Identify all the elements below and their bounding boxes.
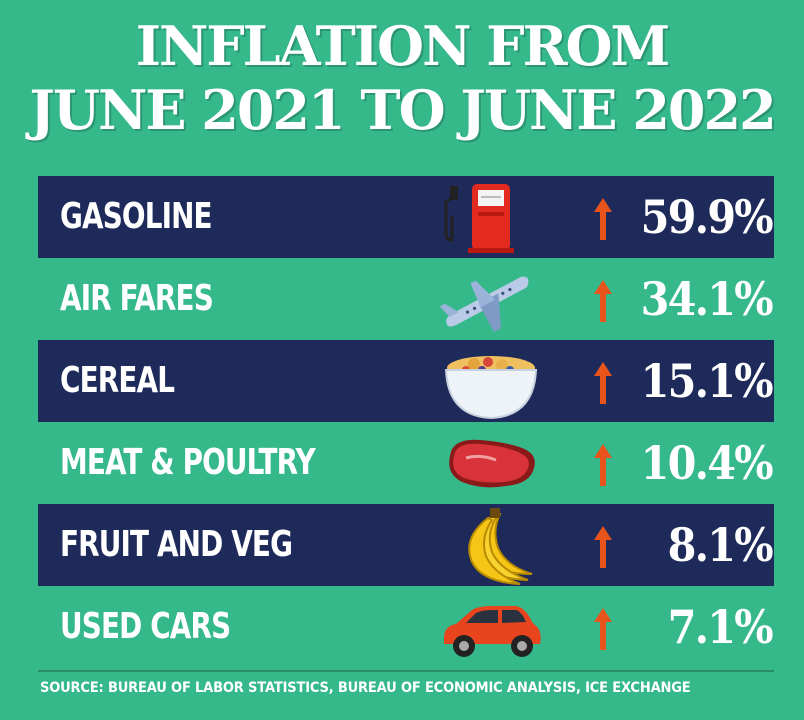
table-row: AIR FARES 34.1%: [38, 258, 774, 340]
table-row: USED CARS 7.1%: [38, 586, 774, 668]
change-value: 59.9%: [640, 190, 774, 244]
category-label: MEAT & POULTRY: [60, 442, 316, 483]
title-line-2: JUNE 2021 TO JUNE 2022: [29, 78, 776, 142]
category-label: GASOLINE: [60, 196, 213, 237]
table-row: MEAT & POULTRY 10.4%: [38, 422, 774, 504]
category-label: USED CARS: [60, 606, 231, 647]
change-value: 15.1%: [640, 354, 774, 408]
up-arrow-icon: [594, 280, 612, 322]
steak-icon: [436, 422, 546, 504]
airplane-icon: [436, 258, 546, 340]
change-value: 7.1%: [667, 600, 774, 654]
table-row: GASOLINE 59.9%: [38, 176, 774, 258]
change-value: 8.1%: [667, 518, 774, 572]
cereal-bowl-icon: [436, 340, 546, 422]
inflation-table: GASOLINE 59.9% AIR FARES: [38, 176, 774, 668]
up-arrow-icon: [594, 362, 612, 404]
table-row: CEREAL 15.1%: [38, 340, 774, 422]
car-icon: [436, 586, 546, 668]
up-arrow-icon: [594, 444, 612, 486]
table-row: FRUIT AND VEG 8.1%: [38, 504, 774, 586]
category-label: FRUIT AND VEG: [60, 524, 293, 565]
divider: [38, 670, 774, 672]
up-arrow-icon: [594, 198, 612, 240]
change-value: 10.4%: [640, 436, 774, 490]
up-arrow-icon: [594, 526, 612, 568]
source-note: SOURCE: BUREAU OF LABOR STATISTICS, BURE…: [40, 680, 691, 696]
change-value: 34.1%: [640, 272, 774, 326]
category-label: AIR FARES: [60, 278, 214, 319]
up-arrow-icon: [594, 608, 612, 650]
gas-pump-icon: [436, 176, 546, 258]
title-line-1: INFLATION FROM: [135, 14, 671, 78]
banana-icon: [436, 504, 546, 586]
category-label: CEREAL: [60, 360, 175, 401]
chart-title: INFLATION FROM JUNE 2021 TO JUNE 2022: [0, 14, 804, 142]
